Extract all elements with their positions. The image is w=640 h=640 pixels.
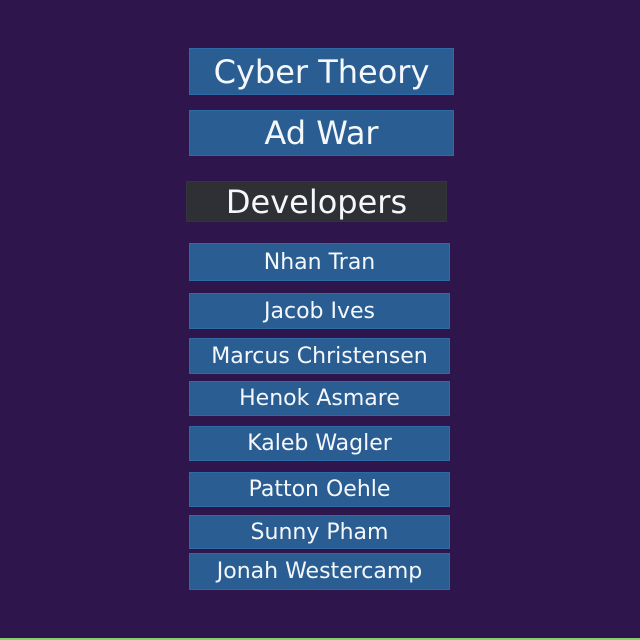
developer-name: Jonah Westercamp [189, 553, 450, 590]
developer-name: Nhan Tran [189, 243, 450, 281]
developer-name: Henok Asmare [189, 381, 450, 416]
developer-name: Patton Oehle [189, 472, 450, 507]
developer-name: Jacob Ives [189, 293, 450, 329]
developer-name: Sunny Pham [189, 515, 450, 549]
developer-name: Marcus Christensen [189, 338, 450, 374]
bottom-edge [0, 638, 640, 640]
ad-war-title: Ad War [189, 110, 454, 156]
developer-name: Kaleb Wagler [189, 426, 450, 461]
cyber-theory-title: Cyber Theory [189, 48, 454, 95]
developers-header: Developers [186, 181, 447, 222]
